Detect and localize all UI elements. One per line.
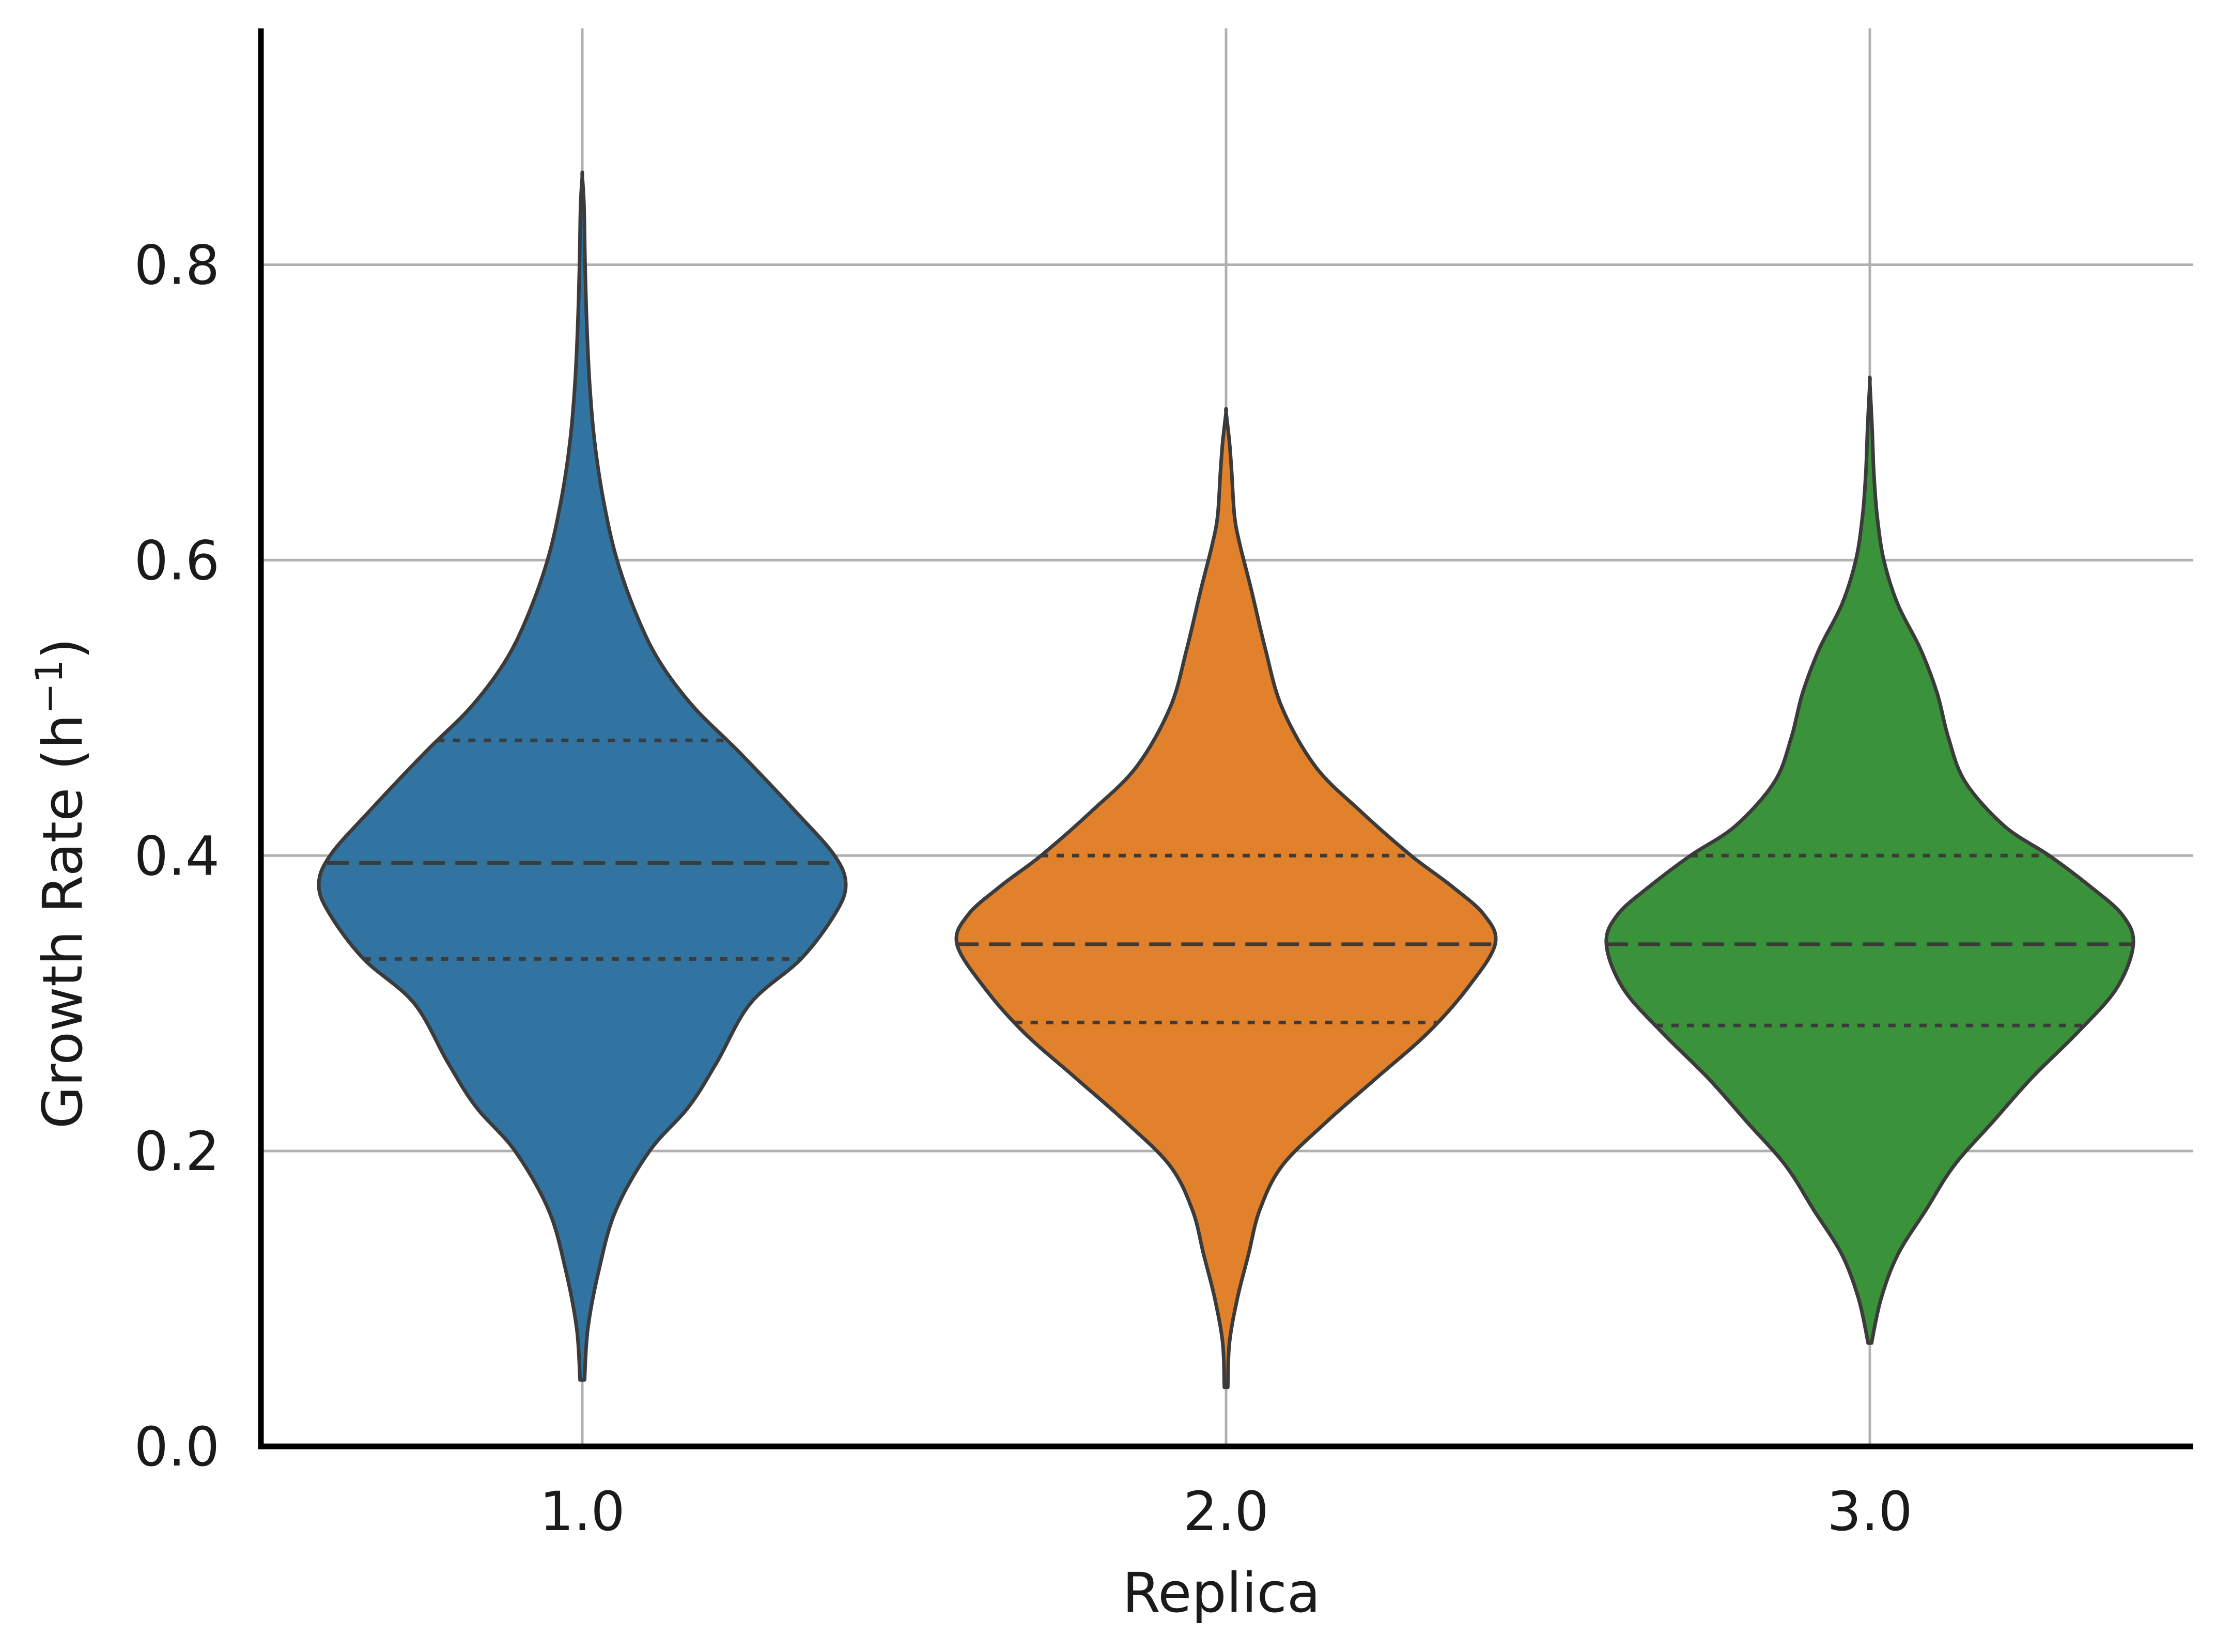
violin-body <box>317 170 848 1382</box>
y-axis-label-main: Growth Rate (h <box>31 714 95 1129</box>
tick-layer: 0.0 0.2 0.4 0.6 0.8 1.0 2.0 3.0 <box>134 234 1913 1544</box>
y-tick-label: 0.6 <box>134 529 220 592</box>
x-axis-label: Replica <box>1122 1561 1321 1625</box>
y-tick-label: 0.4 <box>134 824 220 887</box>
y-tick-label: 0.0 <box>134 1415 220 1478</box>
x-tick-label: 1.0 <box>539 1480 625 1543</box>
y-axis-label-close: ) <box>31 638 95 659</box>
x-tick-label: 2.0 <box>1183 1480 1268 1543</box>
violin-layer <box>317 170 2135 1390</box>
violin-body <box>954 407 1498 1390</box>
violin-body <box>1604 376 2135 1345</box>
y-tick-label: 0.2 <box>134 1120 220 1183</box>
y-axis-label-superscript: −1 <box>27 659 71 714</box>
x-tick-label: 3.0 <box>1827 1480 1912 1543</box>
spine-layer <box>258 28 2193 1450</box>
y-axis-label: Growth Rate (h−1) <box>27 638 95 1129</box>
y-tick-label: 0.8 <box>134 234 220 297</box>
